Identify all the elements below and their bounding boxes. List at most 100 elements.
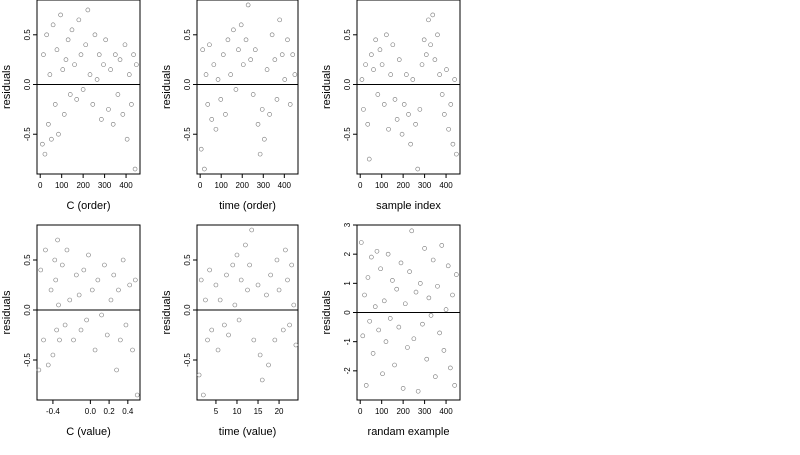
data-point — [276, 287, 282, 293]
data-point — [437, 72, 442, 77]
data-point — [377, 47, 383, 53]
data-point — [369, 254, 374, 260]
y-tick-label: 0.0 — [183, 304, 192, 316]
data-point — [269, 32, 275, 38]
data-point — [84, 317, 89, 323]
point-group — [198, 2, 298, 172]
y-tick-label: -0.5 — [23, 353, 32, 367]
x-axis-label: time (order) — [219, 200, 276, 212]
panel-randam-example: 0 100 200 300 400 -2 -1 0 1 2 3 randam example resid… — [321, 222, 461, 438]
data-point — [198, 277, 204, 283]
data-point — [76, 292, 82, 298]
data-point — [218, 97, 224, 102]
data-point — [50, 352, 56, 358]
data-point — [124, 136, 130, 142]
data-point — [445, 263, 451, 269]
x-tick-label: 5 — [214, 407, 219, 416]
data-point — [69, 27, 75, 33]
data-point — [46, 121, 51, 127]
data-point — [435, 283, 440, 289]
data-point — [413, 121, 418, 127]
data-point — [123, 322, 129, 328]
data-point — [108, 297, 114, 303]
data-point — [283, 247, 288, 253]
data-point — [452, 383, 457, 388]
data-point — [439, 243, 445, 248]
data-point — [380, 371, 385, 377]
y-tick-label: 0.0 — [343, 78, 352, 90]
data-point — [390, 42, 396, 48]
data-point — [36, 367, 42, 373]
data-point — [67, 297, 73, 303]
data-point — [202, 166, 207, 172]
data-point — [384, 32, 389, 38]
data-point — [450, 141, 456, 147]
data-point — [114, 367, 119, 373]
data-point — [293, 342, 299, 348]
plot-frame — [36, 224, 141, 401]
data-point — [400, 386, 406, 391]
data-point — [226, 332, 231, 338]
data-point — [57, 337, 62, 343]
data-point — [367, 318, 372, 324]
data-point — [106, 107, 111, 112]
data-point — [215, 347, 221, 353]
x-tick-label: 10 — [233, 407, 242, 416]
data-point — [426, 295, 432, 301]
x-tick-label: 0.4 — [122, 407, 134, 416]
plot-frame — [36, 0, 141, 175]
y-axis-label: residuals — [161, 290, 173, 335]
data-point — [282, 77, 288, 82]
panel-sample-index: 0 100 200 300 400 -0.5 0.0 0.5 sample index resid… — [321, 0, 461, 212]
data-point — [236, 317, 242, 323]
data-point — [205, 102, 211, 107]
data-point — [102, 262, 107, 268]
data-point — [396, 324, 402, 330]
data-point — [38, 267, 44, 273]
data-point — [441, 348, 447, 353]
data-point — [358, 240, 364, 245]
data-point — [117, 57, 123, 62]
data-point — [433, 374, 438, 379]
data-point — [85, 7, 91, 13]
data-point — [56, 131, 61, 137]
x-tick-label: 300 — [418, 407, 432, 416]
data-point — [369, 52, 374, 57]
data-point — [428, 42, 433, 48]
data-point — [81, 267, 87, 273]
x-axis-label: C (order) — [66, 200, 110, 212]
data-point — [103, 37, 108, 43]
data-point — [418, 281, 423, 286]
data-point — [448, 365, 453, 371]
data-point — [394, 286, 399, 292]
data-point — [411, 336, 417, 342]
x-axis-label: time (value) — [219, 426, 276, 438]
data-point — [419, 62, 425, 67]
data-point — [72, 62, 77, 67]
x-axis-label: randam example — [368, 426, 450, 438]
data-point — [272, 337, 278, 343]
data-point — [221, 52, 226, 57]
y-tick-label: 0.0 — [23, 78, 32, 90]
y-tick-label: 0.5 — [23, 29, 32, 41]
data-point — [264, 292, 269, 298]
data-point — [40, 141, 45, 147]
data-point — [277, 17, 282, 23]
data-point — [133, 277, 138, 283]
y-tick-label: -0.5 — [183, 353, 192, 367]
x-tick-label: 100 — [55, 181, 69, 190]
plot-frame — [196, 0, 299, 175]
data-point — [448, 102, 454, 107]
data-point — [76, 17, 82, 23]
data-point — [42, 151, 48, 157]
data-point — [266, 362, 271, 368]
x-tick-label: 300 — [257, 181, 271, 190]
data-point — [238, 277, 244, 283]
data-point — [134, 392, 140, 398]
data-point — [408, 141, 413, 147]
data-point — [392, 362, 397, 368]
data-point — [209, 327, 215, 333]
data-point — [262, 136, 267, 142]
panel-time-value: 5 10 15 20 -0.5 0.0 0.5 time (value) residuals — [161, 224, 299, 438]
